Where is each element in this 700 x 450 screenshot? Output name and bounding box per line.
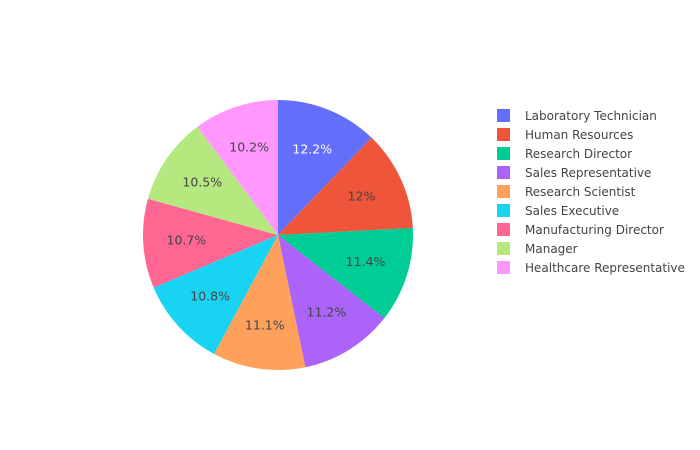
legend-label: Laboratory Technician: [525, 108, 657, 123]
legend-swatch: [497, 166, 510, 179]
slice-label-sales-executive: 10.8%: [190, 288, 230, 303]
legend-swatch: [497, 242, 510, 255]
slice-label-research-director: 11.4%: [346, 254, 386, 269]
legend-swatch: [497, 223, 510, 236]
legend-label: Human Resources: [525, 127, 634, 142]
legend-swatch: [497, 261, 510, 274]
slice-label-healthcare-representative: 10.2%: [229, 139, 269, 154]
pie-slices: [143, 100, 413, 370]
pie-slice-labels: 12.2% 12% 11.4% 11.2% 11.1% 10.8% 10.7% 10.5% 10…: [167, 139, 386, 332]
legend-swatch: [497, 204, 510, 217]
slice-label-sales-representative: 11.2%: [307, 304, 347, 319]
legend-swatch: [497, 109, 510, 122]
pie-slice-manager[interactable]: [147, 126, 278, 235]
legend-item-sales-executive[interactable]: Sales Executive: [497, 201, 685, 220]
pie-slice-research-director[interactable]: [278, 228, 413, 319]
legend-label: Research Director: [525, 146, 633, 161]
legend-label: Healthcare Representative: [525, 260, 685, 275]
legend-item-manager[interactable]: Manager: [497, 239, 685, 258]
legend-item-manufacturing-director[interactable]: Manufacturing Director: [497, 220, 685, 239]
legend-item-healthcare-representative[interactable]: Healthcare Representative: [497, 258, 685, 277]
slice-label-laboratory-technician: 12.2%: [292, 141, 332, 156]
legend-item-sales-representative[interactable]: Sales Representative: [497, 163, 685, 182]
legend-label: Manufacturing Director: [525, 222, 664, 237]
slice-label-human-resources: 12%: [348, 188, 376, 203]
pie-slice-sales-representative[interactable]: [278, 235, 385, 368]
legend-item-human-resources[interactable]: Human Resources: [497, 125, 685, 144]
legend-swatch: [497, 128, 510, 141]
legend-label: Research Scientist: [525, 184, 636, 199]
pie-slice-human-resources[interactable]: [278, 137, 413, 235]
pie-slice-healthcare-representative[interactable]: [197, 100, 278, 235]
legend-label: Sales Executive: [525, 203, 620, 218]
legend-item-research-scientist[interactable]: Research Scientist: [497, 182, 685, 201]
pie-slice-sales-executive[interactable]: [153, 235, 278, 354]
pie-slice-laboratory-technician[interactable]: [278, 100, 372, 235]
chart-legend: Laboratory Technician Human Resources Re…: [497, 106, 685, 277]
legend-label: Sales Representative: [525, 165, 652, 180]
legend-label: Manager: [525, 241, 578, 256]
legend-swatch: [497, 185, 510, 198]
slice-label-manufacturing-director: 10.7%: [167, 232, 207, 247]
legend-item-research-director[interactable]: Research Director: [497, 144, 685, 163]
slice-label-manager: 10.5%: [182, 175, 222, 190]
legend-item-laboratory-technician[interactable]: Laboratory Technician: [497, 106, 685, 125]
slice-label-research-scientist: 11.1%: [245, 317, 285, 332]
legend-swatch: [497, 147, 510, 160]
pie-slice-research-scientist[interactable]: [214, 235, 306, 370]
pie-slice-manufacturing-director[interactable]: [143, 198, 278, 288]
